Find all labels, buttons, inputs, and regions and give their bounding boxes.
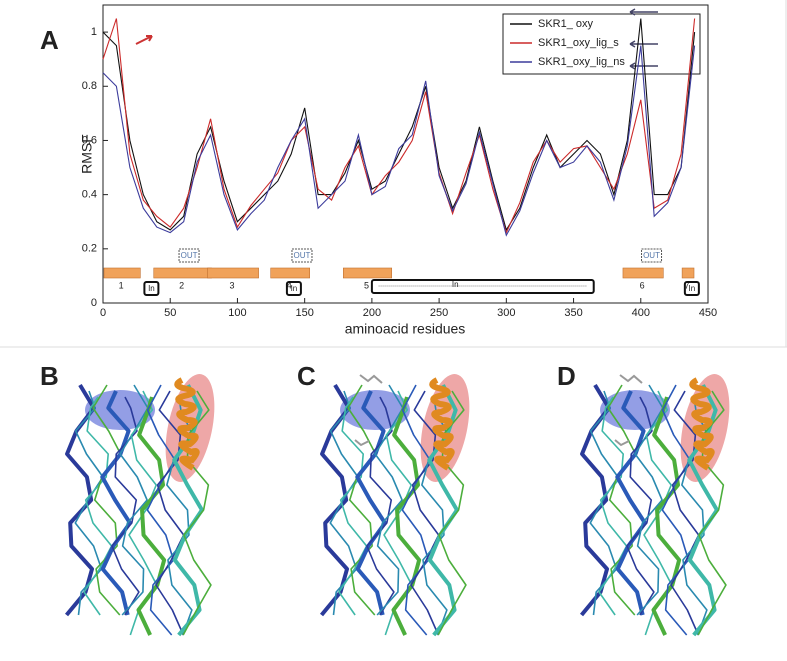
in-label: In: [689, 284, 696, 293]
legend-box: [502, 13, 701, 75]
out-label: OUT: [294, 251, 311, 260]
out-label: OUT: [643, 251, 660, 260]
y-tick-label: 1: [91, 26, 97, 38]
in-label: In: [452, 280, 459, 289]
protein-chain: [100, 390, 132, 616]
segment-label: 5: [364, 280, 369, 290]
segment-bar: [681, 267, 695, 279]
x-axis-label: aminoacid residues: [345, 321, 466, 337]
segment-bar: [270, 267, 311, 279]
in-label: In: [148, 284, 155, 293]
plot-frame: [102, 4, 709, 304]
highlight-blue: [600, 390, 670, 430]
helix: [174, 377, 200, 471]
segment-label: 7: [685, 280, 690, 290]
protein-chain: [615, 390, 647, 616]
segment-bar: [207, 267, 259, 279]
in-box: [370, 279, 595, 294]
series-line: [102, 18, 696, 232]
protein-chain: [374, 384, 404, 616]
series-line: [102, 18, 696, 235]
protein-chain: [155, 390, 185, 636]
protein-chain: [626, 396, 655, 616]
protein-chain: [366, 396, 395, 616]
y-tick-label: 0.6: [82, 134, 97, 146]
in-box: [143, 281, 160, 296]
x-tick-label: 450: [699, 307, 717, 319]
x-tick-label: 150: [295, 307, 313, 319]
panel-label: D: [557, 361, 576, 391]
segment-bar: [622, 267, 664, 279]
x-tick-label: 200: [363, 307, 381, 319]
legend-label: SKR1_oxy_lig_s: [538, 37, 619, 49]
legend-label: SKR1_ oxy: [538, 18, 594, 30]
helix: [689, 377, 715, 471]
legend-label: SKR1_oxy_lig_ns: [538, 56, 625, 68]
out-box: [641, 248, 663, 263]
protein-chain: [111, 396, 140, 616]
x-tick-label: 400: [632, 307, 650, 319]
in-box: [683, 281, 700, 296]
protein-chain: [136, 396, 167, 636]
segment-label: 3: [230, 280, 235, 290]
y-tick-label: 0: [91, 297, 97, 309]
protein-chain: [119, 384, 149, 616]
in-label: In: [291, 284, 298, 293]
protein-chain: [661, 384, 691, 636]
protein-chain: [347, 384, 377, 616]
in-box: [285, 281, 302, 296]
protein-chain: [670, 390, 700, 636]
segment-bar: [343, 267, 393, 279]
protein-chain: [146, 384, 176, 636]
protein-chain: [338, 396, 368, 616]
ligand: [354, 374, 383, 447]
x-tick-label: 250: [430, 307, 448, 319]
protein-chain: [634, 384, 664, 616]
out-box: [291, 248, 313, 263]
segment-label: 1: [119, 280, 124, 290]
out-box: [178, 248, 200, 263]
x-tick-label: 100: [228, 307, 246, 319]
y-tick-label: 0.4: [82, 189, 97, 201]
protein-chain: [391, 396, 422, 636]
segment-bar: [103, 267, 141, 279]
ligand: [614, 374, 643, 447]
segment-bar: [153, 267, 212, 279]
protein-chain: [410, 390, 440, 636]
x-tick-label: 350: [564, 307, 582, 319]
arrow: [135, 35, 153, 45]
segment-label: 2: [179, 280, 184, 290]
segment-label: 4: [287, 280, 292, 290]
helix: [429, 377, 455, 471]
x-tick-label: 0: [100, 307, 106, 319]
series-line: [102, 45, 696, 237]
protein-chain: [92, 384, 122, 616]
y-tick-label: 0.2: [82, 243, 97, 255]
out-label: OUT: [181, 251, 198, 260]
x-tick-label: 50: [164, 307, 176, 319]
highlight-blue: [340, 390, 410, 430]
protein-chain: [607, 384, 637, 616]
panel-label: B: [40, 361, 59, 391]
panel-label: C: [297, 361, 316, 391]
y-axis-label: RMSF: [79, 134, 95, 174]
highlight-blue: [85, 390, 155, 430]
protein-chain: [598, 396, 628, 616]
panel-label: A: [40, 25, 59, 55]
protein-chain: [83, 396, 113, 616]
x-tick-label: 300: [497, 307, 515, 319]
protein-chain: [401, 384, 431, 636]
protein-chain: [651, 396, 682, 636]
y-tick-label: 0.8: [82, 80, 97, 92]
segment-label: 6: [640, 280, 645, 290]
protein-chain: [355, 390, 387, 616]
